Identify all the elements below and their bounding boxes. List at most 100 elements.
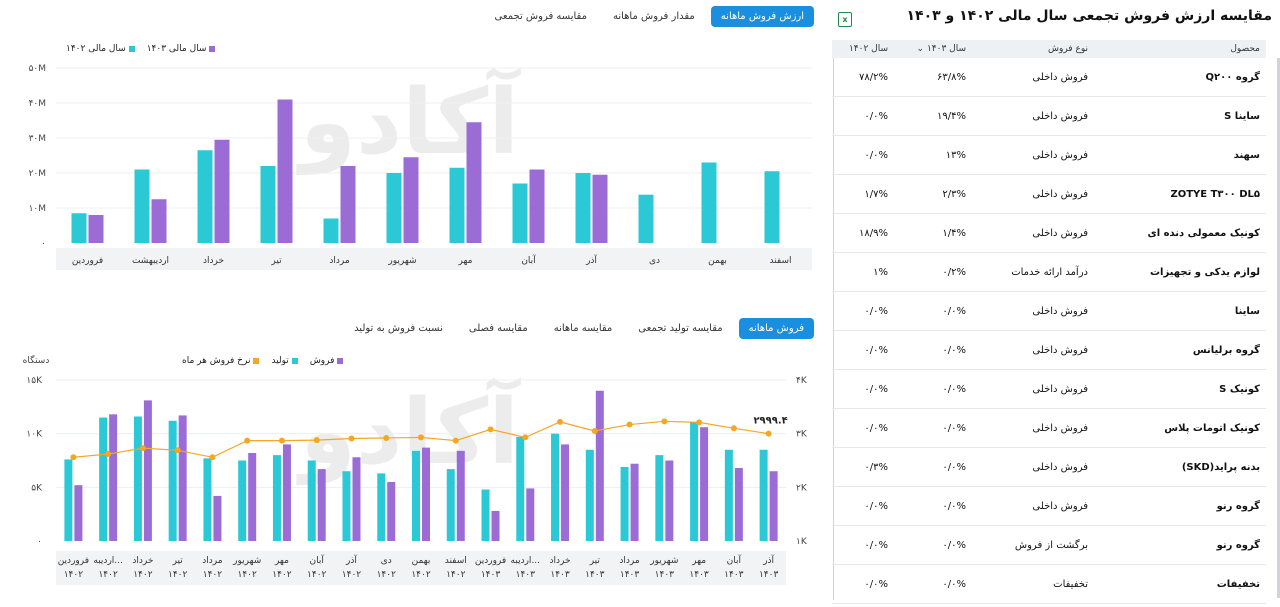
bar-production xyxy=(481,489,490,541)
table-row[interactable]: ZOTYE T۳۰۰ DL۵ فروش داخلی ۲/۳% ۱/۷% xyxy=(832,174,1266,214)
x-tick-label: مرداد xyxy=(202,556,222,566)
bar-sales xyxy=(282,444,291,541)
sales-rate-point xyxy=(209,454,216,461)
charts-panel: آکادو آکادو ارزش فروش ماهانه مقدار فروش … xyxy=(23,6,814,585)
cell-product: ساینا xyxy=(1094,291,1266,331)
bar-1403 xyxy=(466,122,482,243)
cell-1402: ۰/۳% xyxy=(832,447,894,487)
table-scrollbar[interactable] xyxy=(1277,58,1280,598)
table-row[interactable]: تخفیفات تخفیفات ۰/۰% ۰/۰% xyxy=(832,564,1266,604)
bar-1402 xyxy=(512,183,528,243)
tab-seasonal-comparison[interactable]: مقایسه فصلی xyxy=(468,323,528,334)
bar-production xyxy=(133,416,142,541)
x-tick-label-year: ۱۴۰۲ xyxy=(446,570,466,580)
bar-production xyxy=(64,459,73,541)
x-tick-label: مهر xyxy=(691,556,706,566)
sales-rate-point xyxy=(244,437,251,444)
x-tick-label-year: ۱۴۰۲ xyxy=(307,570,327,580)
sales-rate-point xyxy=(730,425,737,432)
cell-1403: ۱۳% xyxy=(894,135,972,175)
column-header-product[interactable]: محصول xyxy=(1094,40,1266,58)
bar-1402 xyxy=(260,166,276,243)
table-row[interactable]: ساینا فروش داخلی ۰/۰% ۰/۰% xyxy=(832,291,1266,331)
column-header-1403-label: سال ۱۴۰۳ xyxy=(926,44,966,54)
table-row[interactable]: کونیک اتومات پلاس فروش داخلی ۰/۰% ۰/۰% xyxy=(832,408,1266,448)
x-tick-label-year: ۱۴۰۳ xyxy=(481,570,501,580)
legend-item-sales-rate[interactable]: نرخ فروش هر ماه xyxy=(182,356,260,366)
legend-item-1402[interactable]: سال مالی ۱۴۰۲ xyxy=(66,44,135,54)
x-tick-label: شهریور xyxy=(649,556,678,566)
x-tick-label-year: ۱۴۰۲ xyxy=(342,570,362,580)
monthly-sales-chart: دستگاه ۰ ۵K ۱۰K ۱۵K ۱K ۲K ۳K ۴K فروردین ۱۴۰۲ اردیبه… xyxy=(23,354,808,585)
bar-production xyxy=(516,436,525,541)
bar-1403 xyxy=(592,174,608,243)
tab-monthly-comparison[interactable]: مقایسه ماهانه xyxy=(553,323,613,334)
bar-production xyxy=(99,417,108,541)
table-row[interactable]: لوازم یدکی و تجهیزات درآمد ارائه خدمات ۰/۲… xyxy=(832,252,1266,292)
bar-1403 xyxy=(151,199,167,243)
cell-1403: ۱/۴% xyxy=(894,213,972,253)
column-header-sale-type[interactable]: نوع فروش xyxy=(972,40,1094,58)
cell-1403: ۰/۰% xyxy=(894,486,972,526)
tab-monthly-sales[interactable]: فروش ماهانه xyxy=(738,318,814,339)
x-tick-label-year: ۱۴۰۳ xyxy=(724,570,744,580)
legend-item-sales[interactable]: فروش xyxy=(310,356,344,366)
y-tick-label: ۴۰M xyxy=(29,99,46,109)
x-tick-label-year: ۱۴۰۲ xyxy=(168,570,188,580)
sales-rate-point xyxy=(174,447,181,454)
table-row[interactable]: گروه رنو برگشت از فروش ۰/۰% ۰/۰% xyxy=(832,525,1266,565)
table-row[interactable]: گروه برلیانس فروش داخلی ۰/۰% ۰/۰% xyxy=(832,330,1266,370)
table-row[interactable]: ساینا S فروش داخلی ۱۹/۴% ۰/۰% xyxy=(832,96,1266,136)
column-header-1402[interactable]: سال ۱۴۰۲ xyxy=(832,40,894,58)
cell-sale-type: فروش داخلی xyxy=(972,291,1094,331)
cell-product: کونیک S xyxy=(1094,369,1266,409)
table-row[interactable]: گروه Q۲۰۰ فروش داخلی ۶۳/۸% ۷۸/۲% xyxy=(832,58,1266,97)
column-header-1403[interactable]: سال ۱۴۰۳ ⌄ xyxy=(894,40,972,58)
tab-sales-to-production-ratio[interactable]: نسبت فروش به تولید xyxy=(354,323,443,334)
tab-cumulative-sales-comparison[interactable]: مقایسه فروش تجمعی xyxy=(494,11,587,22)
excel-export-icon[interactable]: x xyxy=(838,12,852,27)
sales-rate-point xyxy=(522,434,529,441)
sales-rate-point xyxy=(383,434,390,441)
legend-item-production[interactable]: تولید xyxy=(271,356,298,366)
table-row[interactable]: کونیک معمولی دنده ای فروش داخلی ۱/۴% ۱۸/۹% xyxy=(832,213,1266,253)
x-tick-label-year: ۱۴۰۲ xyxy=(203,570,223,580)
table-row[interactable]: بدنه پراید(SKD) فروش داخلی ۰/۰% ۰/۳% xyxy=(832,447,1266,487)
tab-cumulative-production[interactable]: مقایسه تولید تجمعی xyxy=(638,323,723,334)
cell-sale-type: فروش داخلی xyxy=(972,174,1094,214)
sort-chevron-down-icon[interactable]: ⌄ xyxy=(916,44,925,54)
x-tick-label: آبان xyxy=(727,554,742,566)
bar-sales xyxy=(352,457,361,541)
bar-sales xyxy=(526,488,535,541)
cell-1402: ۰/۰% xyxy=(832,525,894,565)
tab-monthly-sales-quantity[interactable]: مقدار فروش ماهانه xyxy=(612,11,695,22)
table-row[interactable]: سهند فروش داخلی ۱۳% ۰/۰% xyxy=(832,135,1266,175)
bar-production xyxy=(377,473,386,541)
bottom-tabs: فروش ماهانه مقایسه تولید تجمعی مقایسه ما… xyxy=(344,318,814,339)
bar-sales xyxy=(595,390,604,541)
bar-production xyxy=(655,455,664,541)
y-tick-label-right: ۴K xyxy=(796,376,808,386)
cell-1403: ۰/۲% xyxy=(894,252,972,292)
cell-sale-type: برگشت از فروش xyxy=(972,525,1094,565)
cell-sale-type: فروش داخلی xyxy=(972,369,1094,409)
x-tick-label: بهمن xyxy=(412,556,431,566)
x-tick-label-year: ۱۴۰۲ xyxy=(238,570,258,580)
bar-1402 xyxy=(575,173,591,243)
bar-sales xyxy=(213,495,222,541)
table-row[interactable]: کونیک S فروش داخلی ۰/۰% ۰/۰% xyxy=(832,369,1266,409)
tab-monthly-sales-value[interactable]: ارزش فروش ماهانه xyxy=(710,6,814,27)
x-tick-label-year: ۱۴۰۳ xyxy=(585,570,605,580)
y-tick-label-left: ۵K xyxy=(31,483,43,493)
cell-1403: ۰/۰% xyxy=(894,447,972,487)
legend-item-1403[interactable]: سال مالی ۱۴۰۳ xyxy=(147,44,216,54)
bar-1402 xyxy=(701,162,717,243)
table-row[interactable]: گروه رنو فروش داخلی ۰/۰% ۰/۰% xyxy=(832,486,1266,526)
cell-sale-type: فروش داخلی xyxy=(972,213,1094,253)
bar-production xyxy=(412,450,420,541)
bar-1402 xyxy=(197,150,213,243)
sales-rate-point xyxy=(418,434,424,441)
x-tick-label-year: ۱۴۰۳ xyxy=(516,570,536,580)
x-tick-label-year: ۱۴۰۲ xyxy=(98,570,118,580)
bar-production xyxy=(759,449,768,541)
